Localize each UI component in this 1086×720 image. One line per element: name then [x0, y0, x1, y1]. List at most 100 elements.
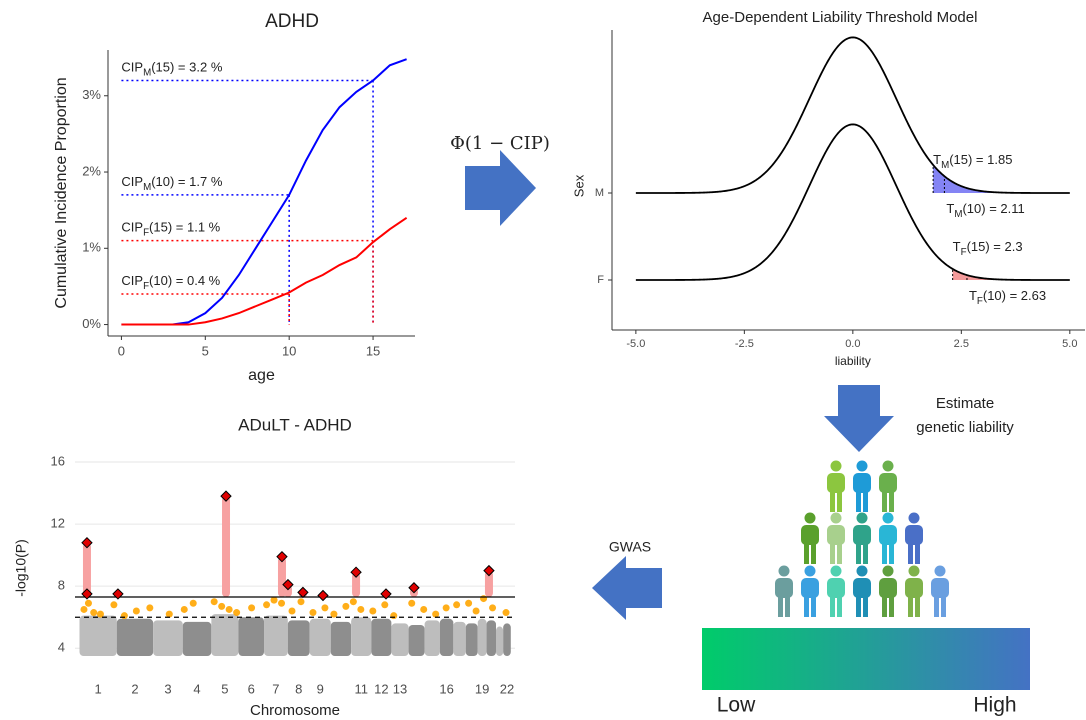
person-head [883, 566, 894, 577]
person-head [909, 566, 920, 577]
suggestive-point [278, 600, 285, 607]
x-tick-label: 5.0 [1062, 338, 1077, 350]
suggestive-point [309, 609, 316, 616]
arrow-down [824, 385, 894, 452]
x-tick-label: 2.5 [954, 338, 969, 350]
y-tick-label: 1% [82, 240, 101, 255]
chromosome-points [466, 623, 478, 656]
x-tick-label: 5 [221, 681, 228, 696]
suggestive-point [133, 608, 140, 615]
density-curve [636, 37, 1070, 193]
x-tick-label: -5.0 [626, 338, 645, 350]
y-tick-label: 0% [82, 316, 101, 331]
x-axis-label: Chromosome [250, 702, 340, 719]
suggestive-point [181, 606, 188, 613]
person-leg [804, 595, 809, 617]
person-leg [811, 542, 816, 564]
annotation-subscript: M [954, 209, 962, 220]
suggestive-point [297, 598, 304, 605]
suggestive-point [369, 608, 376, 615]
person-leg [882, 595, 887, 617]
annotation: CIPF(10) = 0.4 % [121, 273, 220, 291]
annotation: TM(10) = 2.11 [946, 201, 1024, 219]
x-axis-label: liability [835, 354, 871, 368]
person-head [831, 513, 842, 524]
x-tick-label: 9 [317, 681, 324, 696]
y-axis-label: Sex [571, 174, 586, 197]
chromosome-points [503, 623, 511, 656]
person-leg [882, 542, 887, 564]
person-head [805, 566, 816, 577]
suggestive-point [226, 606, 233, 613]
annotation: TM(15) = 1.85 [933, 152, 1012, 170]
person-leg [863, 542, 868, 564]
person-leg [830, 490, 835, 512]
suggestive-point [211, 598, 218, 605]
person-leg [830, 542, 835, 564]
scale-high: High [973, 694, 1016, 717]
annotation: CIPM(15) = 3.2 % [121, 60, 222, 78]
person-head [883, 513, 894, 524]
chromosome-points [288, 620, 310, 656]
person-body [853, 525, 871, 545]
chromosome-points [351, 617, 371, 656]
x-tick-label: 3 [164, 681, 171, 696]
chromosome-points [453, 622, 465, 656]
annotation-text: T [969, 288, 977, 303]
lead-snp [318, 590, 328, 600]
suggestive-point [465, 600, 472, 607]
person-head [779, 566, 790, 577]
person-leg [908, 595, 913, 617]
person-leg [889, 595, 894, 617]
person-leg [915, 542, 920, 564]
annotation-text: CIP [121, 174, 143, 189]
person-leg [837, 595, 842, 617]
person-leg [811, 595, 816, 617]
person-leg [856, 542, 861, 564]
person-leg [830, 595, 835, 617]
suggestive-point [453, 601, 460, 608]
person-body [905, 525, 923, 545]
annotation: TF(10) = 2.63 [969, 288, 1046, 306]
annotation: TF(15) = 2.3 [953, 239, 1023, 257]
y-axis-label: -log10(P) [13, 539, 29, 597]
chromosome-points [425, 620, 440, 656]
x-axis-label: age [248, 367, 275, 384]
y-tick-label: M [595, 187, 604, 199]
x-tick-label: 10 [282, 343, 296, 358]
arrow-left [592, 556, 662, 620]
person-head [909, 513, 920, 524]
suggestive-point [480, 595, 487, 602]
chromosome-points [331, 622, 351, 656]
person-leg [882, 490, 887, 512]
x-tick-label: 12 [374, 681, 388, 696]
suggestive-point [342, 603, 349, 610]
person-leg [804, 542, 809, 564]
y-tick-label: 8 [58, 578, 65, 593]
annotation-text: CIP [121, 220, 143, 235]
chromosome-points [117, 619, 153, 656]
person-leg [778, 595, 783, 617]
annotation-text: (15) = 1.1 % [149, 220, 221, 235]
suggestive-point [443, 604, 450, 611]
suggestive-point [248, 604, 255, 611]
annotation-text: CIP [121, 60, 143, 75]
chromosome-points [264, 616, 288, 656]
suggestive-point [390, 612, 397, 619]
liability-gradient [702, 628, 1030, 690]
chromosome-points [409, 625, 425, 656]
x-tick-label: 19 [475, 681, 489, 696]
x-tick-label: 8 [295, 681, 302, 696]
estimate-label: Estimate [936, 395, 994, 412]
suggestive-point [473, 608, 480, 615]
chromosome-points [487, 620, 496, 656]
person-head [935, 566, 946, 577]
chromosome-points [496, 627, 503, 656]
x-tick-label: 0 [118, 343, 125, 358]
annotation-text: (15) = 2.3 [967, 239, 1023, 254]
x-tick-label: 22 [500, 681, 514, 696]
person-body [827, 473, 845, 493]
annotation-subscript: M [143, 67, 151, 78]
annotation-text: (10) = 2.11 [962, 201, 1024, 216]
chromosome-points [391, 623, 408, 656]
